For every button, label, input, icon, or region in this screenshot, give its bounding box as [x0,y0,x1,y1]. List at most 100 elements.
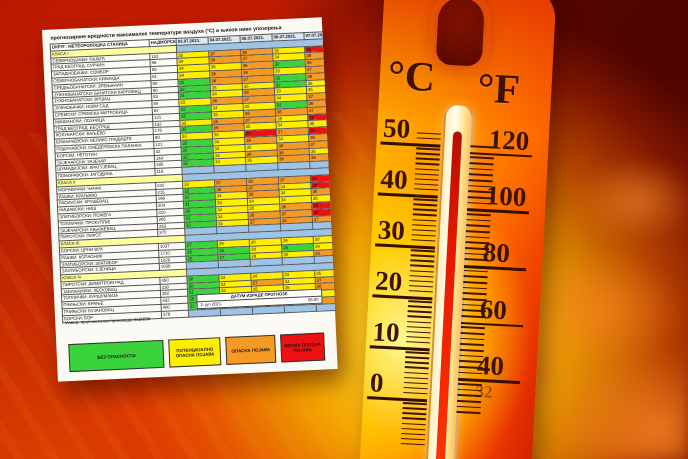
minor-tick [408,284,434,288]
minor-tick [403,386,428,390]
minor-tick [463,269,488,273]
minor-tick [415,152,440,156]
celsius-scale-label: 50 [382,112,412,145]
minor-tick [415,167,440,171]
fahrenheit-scale-label: 60 [479,293,508,325]
warning-legend: БЕЗ ОПАСНОСТИ ПОТЕНЦИЈАЛНО ОПАСНА ПОЈАВА О… [68,332,326,373]
celsius-scale-label: 10 [371,316,401,348]
column-header-date: 07.07.2021. [303,31,337,40]
minor-tick [409,274,434,278]
fahrenheit-scale-label: 80 [482,237,511,269]
minor-tick [416,132,442,136]
celsius-scale-label: 0 [369,367,385,398]
minor-tick [460,331,485,335]
issue-time: 06:00 [307,296,319,302]
minor-tick [410,264,435,268]
minor-tick [402,407,427,411]
minor-tick [411,228,436,232]
minor-tick [465,230,490,233]
minor-tick [463,281,488,284]
minor-tick [466,224,491,228]
thermometer: °C °F 50 40 30 20 10 0 120 100 80 60 40 32 [358,0,557,459]
minor-tick [401,422,426,426]
temp-cell-empty [316,302,338,312]
minor-tick [408,300,433,304]
minor-tick [409,269,434,273]
minor-tick [468,173,493,177]
minor-tick [410,249,435,253]
celsius-scale-label: 40 [379,163,409,195]
temp-cell-empty [188,308,221,317]
minor-tick [407,305,432,309]
minor-tick [410,254,435,258]
legend-item: ПОТЕНЦИЈАЛНО ОПАСНА ПОЈАВА [168,337,222,368]
minor-tick [405,351,430,355]
fahrenheit-scale-label: 120 [488,123,531,156]
legend-item: ОПАСНА ПОЈАВА [225,334,277,365]
minor-tick [407,310,432,314]
temp-cell-empty [220,307,253,316]
fahrenheit-scale-label: 100 [485,180,528,213]
minor-tick [469,162,494,166]
minor-tick [416,137,441,141]
minor-tick [411,234,436,237]
temp-cell-empty [284,304,317,313]
minor-tick [412,208,438,212]
station-altitude: 378 [161,310,189,319]
minor-tick [413,203,438,207]
forecast-table-panel: прогнозиране вредности максималне темпер… [42,17,338,382]
minor-tick [404,371,429,375]
minor-tick [456,405,481,409]
minor-tick [413,198,438,202]
minor-tick [403,381,428,385]
minor-tick [406,325,431,329]
minor-tick [404,361,430,365]
minor-tick [406,330,431,334]
minor-tick [466,213,491,216]
minor-tick [410,259,435,263]
issue-date: 2. јул 2021. [200,300,223,307]
minor-tick [402,402,427,405]
legend-item: ВЕОМА ОПАСНА ПОЈАВА [279,332,326,363]
minor-tick [460,326,485,330]
minor-tick [462,286,488,290]
minor-tick [409,279,434,283]
minor-tick [415,157,440,161]
celsius-scale-label: 20 [374,265,403,297]
minor-tick [400,437,426,441]
minor-tick [414,183,439,186]
minor-tick [401,427,426,431]
minor-tick [466,218,491,222]
minor-tick [405,356,430,360]
minor-tick [414,178,439,181]
minor-tick [401,432,426,436]
legend-item: БЕЗ ОПАСНОСТИ [68,339,165,373]
minor-tick [402,412,427,416]
temp-cell-empty [252,305,285,314]
minor-tick [416,147,441,151]
minor-tick [469,156,494,160]
minor-tick [408,290,433,293]
temperature-scale: 50 40 30 20 10 0 120 100 80 60 40 32 [359,0,557,459]
minor-tick [407,320,432,324]
minor-tick [459,343,485,347]
minor-tick [463,275,488,279]
minor-tick [403,391,428,395]
minor-tick [414,172,439,176]
minor-tick [404,366,429,370]
celsius-scale-label: 30 [377,214,406,246]
minor-tick [412,223,437,227]
minor-tick [469,167,494,171]
minor-tick [402,417,427,421]
fahrenheit-scale-label: 40 [476,350,505,382]
minor-tick [411,239,436,242]
fahrenheit-scale-label: 32 [475,381,494,402]
minor-tick [404,376,429,380]
minor-tick [412,213,437,217]
minor-tick [400,442,425,446]
minor-tick [460,337,485,341]
minor-tick [412,218,437,222]
minor-tick [406,335,431,339]
